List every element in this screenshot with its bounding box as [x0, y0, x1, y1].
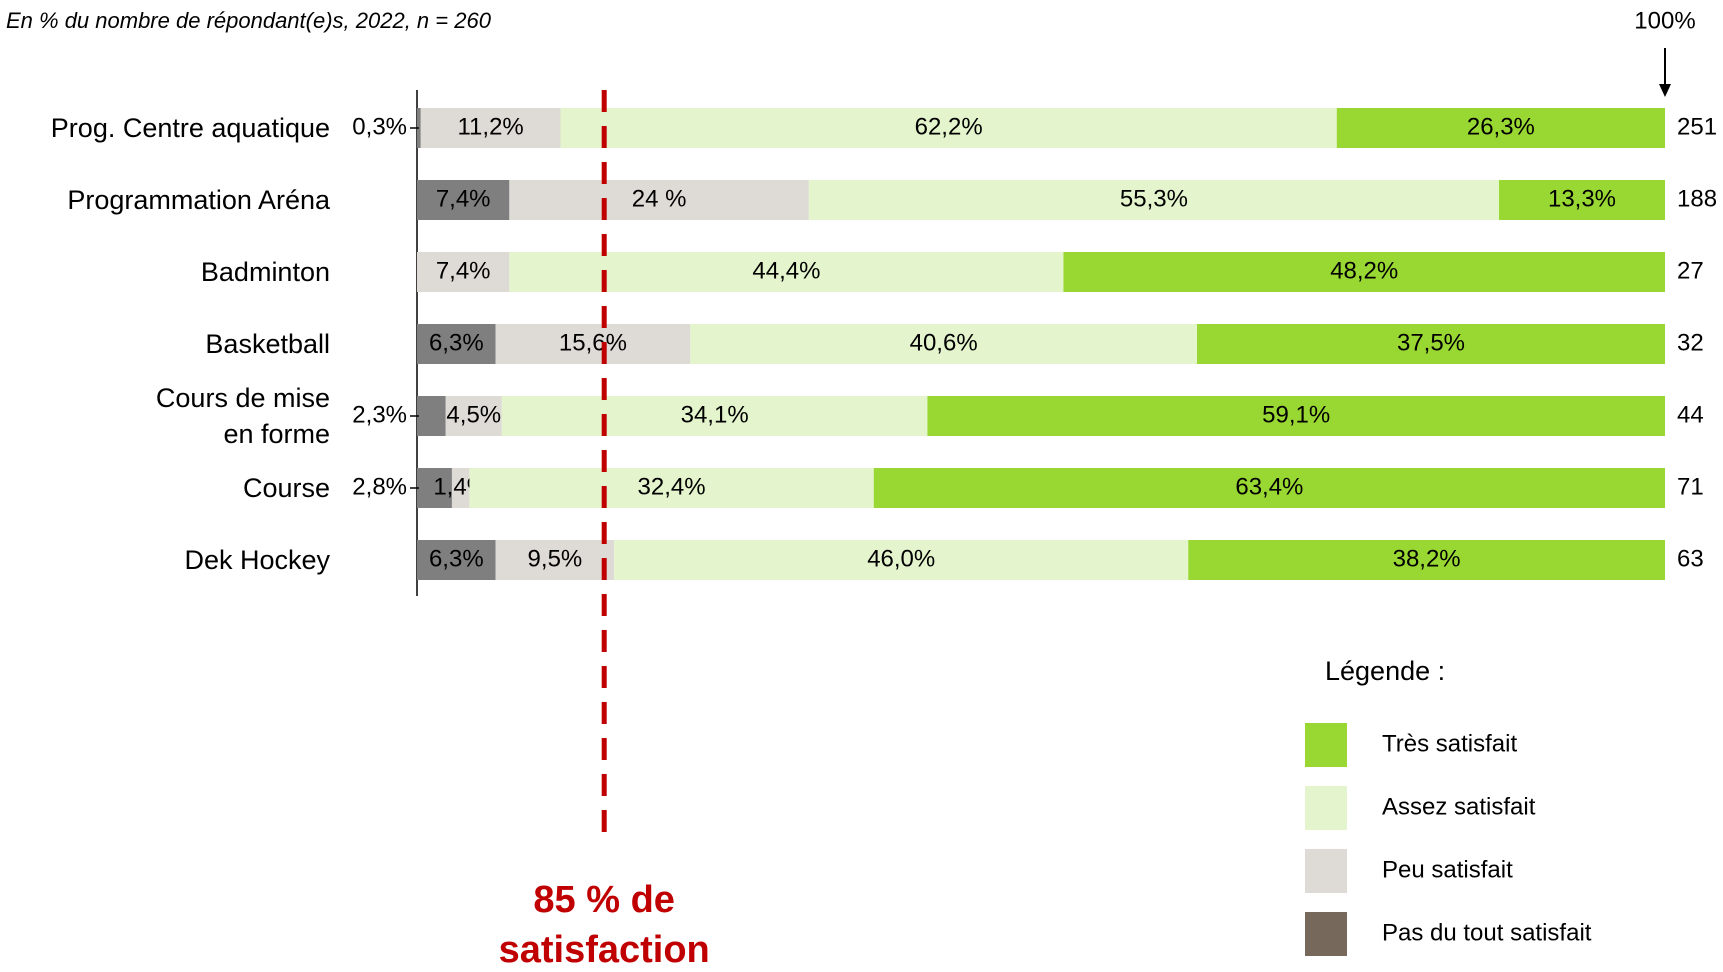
- value-label: 6,3%: [429, 545, 484, 572]
- bar-segment: [451, 468, 470, 508]
- subtitle: En % du nombre de répondant(e)s, 2022, n…: [6, 8, 492, 33]
- bar-segment: [420, 108, 561, 148]
- bar-segment: [417, 468, 452, 508]
- count-label: 63: [1677, 545, 1704, 572]
- bar-segment: [495, 324, 691, 364]
- category-label: Programmation Aréna: [67, 185, 330, 215]
- bar-segment: [873, 468, 1665, 508]
- bar-segment: [417, 324, 496, 364]
- bar-segment: [417, 180, 510, 220]
- value-label: 4,5%: [446, 401, 501, 428]
- category-label: Cours de mise en forme: [155, 383, 330, 449]
- value-label: 46,0%: [867, 545, 935, 572]
- bar-segment: [927, 396, 1665, 436]
- bar-segment: [417, 396, 446, 436]
- bar-segment: [417, 540, 496, 580]
- legend-swatch: [1305, 912, 1347, 956]
- bar-segment: [495, 540, 615, 580]
- bar-segment: [445, 396, 502, 436]
- bar-segment: [808, 180, 1500, 220]
- legend-label: Pas du tout satisfait: [1382, 919, 1592, 946]
- bar-segment: [1499, 180, 1665, 220]
- category-label: Prog. Centre aquatique: [50, 113, 330, 143]
- legend-swatch: [1305, 786, 1347, 830]
- category-label: Dek Hockey: [184, 545, 330, 575]
- value-label: 15,6%: [559, 329, 627, 356]
- bar-segment: [1188, 540, 1665, 580]
- bar-segment: [614, 540, 1189, 580]
- bar-segment: [1063, 252, 1665, 292]
- value-label: 40,6%: [910, 329, 978, 356]
- legend-label: Très satisfait: [1382, 730, 1517, 757]
- tick-arrowhead: [1659, 84, 1671, 97]
- count-label: 32: [1677, 329, 1704, 356]
- bar-segment: [690, 324, 1197, 364]
- value-label: 62,2%: [915, 113, 983, 140]
- value-label: 2,8%: [352, 473, 407, 500]
- x-tick-label: 100%: [1634, 7, 1695, 34]
- legend-label: Peu satisfait: [1382, 856, 1513, 883]
- value-label: 2,3%: [352, 401, 407, 428]
- value-label: 38,2%: [1393, 545, 1461, 572]
- value-label: 6,3%: [429, 329, 484, 356]
- count-label: 188: [1677, 185, 1717, 212]
- value-label: 37,5%: [1397, 329, 1465, 356]
- legend-swatch: [1305, 849, 1347, 893]
- bar-segment: [509, 180, 809, 220]
- count-label: 44: [1677, 401, 1704, 428]
- bar-segment: [560, 108, 1337, 148]
- value-label: 13,3%: [1548, 185, 1616, 212]
- value-label: 11,2%: [457, 113, 523, 140]
- bar-segment: [469, 468, 874, 508]
- category-label: Basketball: [205, 329, 330, 359]
- value-label: 9,5%: [528, 545, 583, 572]
- value-label: 24 %: [632, 185, 687, 212]
- value-label: 59,1%: [1262, 401, 1330, 428]
- value-label: 26,3%: [1467, 113, 1535, 140]
- value-label: 7,4%: [436, 257, 491, 284]
- count-label: 27: [1677, 257, 1704, 284]
- value-label: 7,4%: [436, 185, 491, 212]
- value-label: 55,3%: [1120, 185, 1188, 212]
- bar-segment: [501, 396, 928, 436]
- bar-segment: [1197, 324, 1665, 364]
- legend-title: Légende :: [1325, 656, 1445, 686]
- value-label: 32,4%: [638, 473, 706, 500]
- value-label: 34,1%: [681, 401, 749, 428]
- legend-swatch: [1305, 723, 1347, 767]
- count-label: 251: [1677, 113, 1717, 140]
- category-label: Course: [242, 473, 330, 503]
- count-label: 71: [1677, 473, 1704, 500]
- reference-label: 85 % de satisfaction: [498, 879, 710, 971]
- legend-label: Assez satisfait: [1382, 793, 1536, 820]
- value-label: 44,4%: [752, 257, 820, 284]
- bar-segment: [417, 252, 510, 292]
- value-label: 63,4%: [1235, 473, 1303, 500]
- value-label: 48,2%: [1330, 257, 1398, 284]
- bar-segment: [1336, 108, 1665, 148]
- value-label: 0,3%: [352, 113, 407, 140]
- category-label: Badminton: [200, 257, 330, 287]
